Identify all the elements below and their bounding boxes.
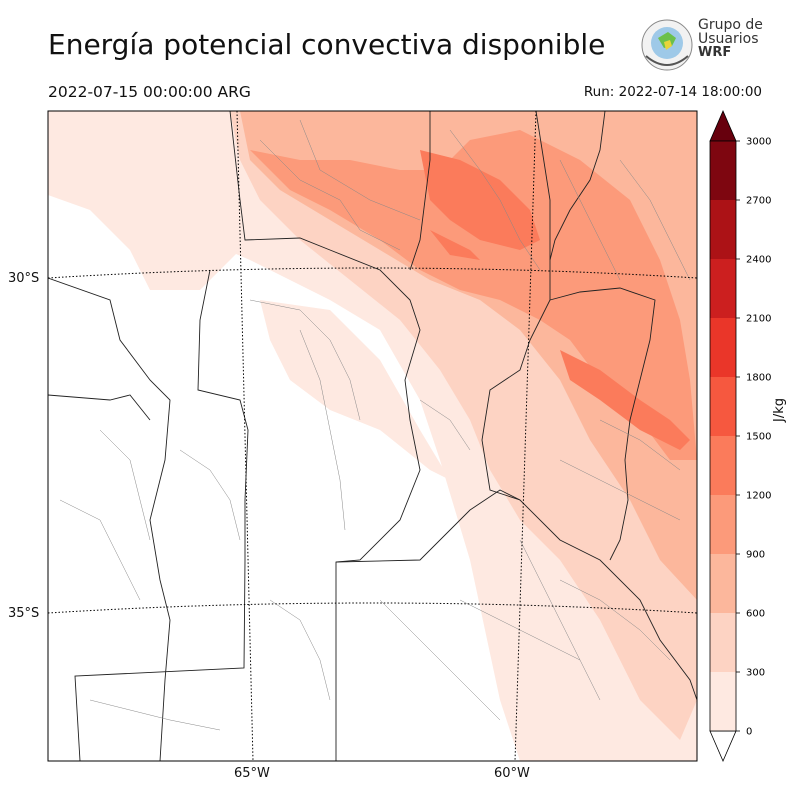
colorbar-segment: [710, 672, 736, 731]
valid-time: 2022-07-15 00:00:00 ARG: [48, 83, 251, 101]
logo-line3: WRF: [698, 45, 732, 60]
colorbar-tick-label: 900: [746, 550, 765, 561]
colorbar-extend-max: [709, 109, 737, 142]
lat-label-35s: 35°S: [8, 606, 40, 621]
lon-label-60w: 60°W: [494, 766, 530, 781]
map-frame: [47, 110, 698, 762]
colorbar-tick-label: 3000: [746, 137, 771, 148]
logo-line1: Grupo de: [698, 17, 763, 33]
lon-label-65w: 65°W: [234, 766, 270, 781]
colorbar-segment: [710, 554, 736, 613]
colorbar-tick-label: 1800: [746, 373, 771, 384]
colorbar-extend-min: [709, 730, 737, 763]
colorbar-segment: [710, 613, 736, 672]
colorbar-tick-label: 600: [746, 609, 765, 620]
department-borders: [59, 119, 691, 731]
wrf-logo: Grupo de Usuarios WRF: [638, 16, 764, 74]
logo-line2: Usuarios: [698, 31, 759, 47]
colorbar-tick-label: 1200: [746, 491, 771, 502]
colorbar-segment: [710, 259, 736, 318]
colorbar-segment: [710, 141, 736, 200]
colorbar-segment: [710, 200, 736, 259]
colorbar-unit: J/kg: [772, 398, 787, 422]
colorbar-tick-label: 0: [746, 727, 752, 738]
map-title: Energía potencial convectiva disponible: [48, 28, 606, 61]
run-time: Run: 2022-07-14 18:00:00: [583, 84, 762, 100]
lat-label-30s: 30°S: [8, 271, 40, 286]
colorbar-segment: [710, 436, 736, 495]
colorbar-segment: [710, 377, 736, 436]
graticule: [48, 111, 697, 761]
colorbar-tick-label: 2100: [746, 314, 771, 325]
colorbar-tick-label: 300: [746, 668, 765, 679]
province-borders: [48, 111, 697, 761]
globe-icon: [641, 19, 693, 71]
colorbar-tick-label: 1500: [746, 432, 771, 443]
colorbar-tick-label: 2400: [746, 255, 771, 266]
cape-field: [48, 111, 697, 761]
colorbar-segment: [710, 318, 736, 377]
colorbar-segment: [710, 495, 736, 554]
colorbar: 0 300 600 900 1200 1500 1800 2100 2400 2700 3000: [709, 109, 771, 763]
colorbar-tick-label: 2700: [746, 196, 771, 207]
